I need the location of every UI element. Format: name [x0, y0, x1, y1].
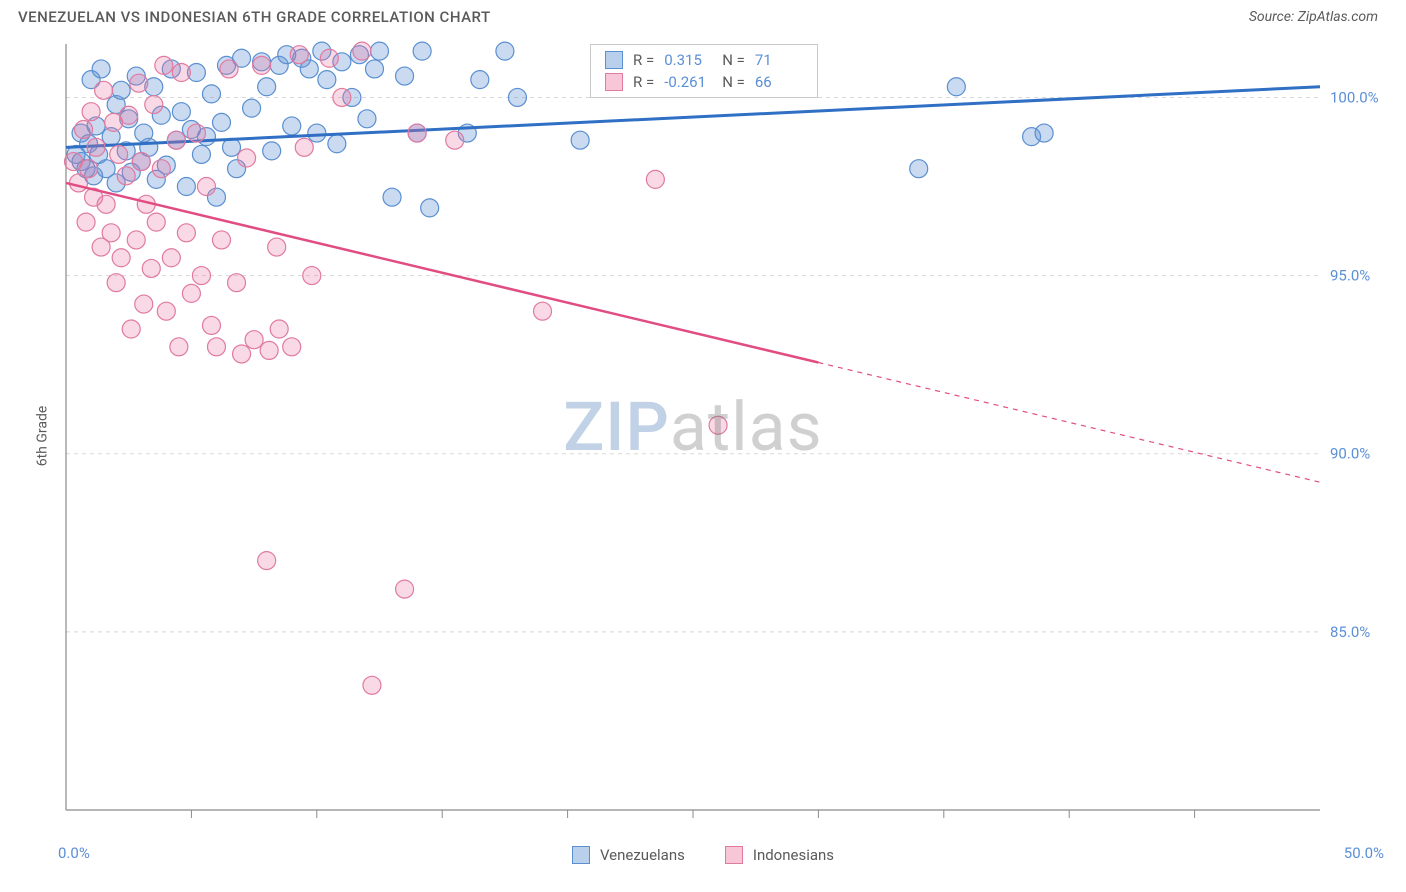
legend-item: Venezuelans — [572, 846, 685, 864]
chart-title: VENEZUELAN VS INDONESIAN 6TH GRADE CORRE… — [18, 8, 491, 26]
r-value: -0.261 — [664, 73, 712, 91]
legend-label: Venezuelans — [600, 846, 685, 864]
chart-area: 6th Grade 85.0%90.0%95.0%100.0%ZIPatlasR… — [18, 38, 1388, 834]
n-label: N = — [722, 51, 745, 69]
legend-item: Indonesians — [725, 846, 834, 864]
source-attribution: Source: ZipAtlas.com — [1249, 9, 1378, 25]
svg-text:90.0%: 90.0% — [1330, 445, 1370, 463]
correlation-stats-box: R = 0.315 N = 71 R = -0.261 N = 66 — [590, 44, 818, 98]
series-legend: Venezuelans Indonesians — [18, 846, 1388, 864]
header: VENEZUELAN VS INDONESIAN 6TH GRADE CORRE… — [0, 0, 1406, 30]
y-axis-label: 6th Grade — [34, 406, 50, 467]
r-label: R = — [633, 73, 654, 91]
r-label: R = — [633, 51, 654, 69]
stats-row: R = 0.315 N = 71 — [591, 49, 817, 71]
svg-text:100.0%: 100.0% — [1330, 88, 1379, 106]
x-axis-bar: 0.0% 50.0% VenezuelansIndonesians — [18, 834, 1388, 892]
n-value: 71 — [755, 51, 803, 69]
r-value: 0.315 — [664, 51, 712, 69]
n-value: 66 — [755, 73, 803, 91]
svg-text:95.0%: 95.0% — [1330, 267, 1370, 285]
scatter-plot: 85.0%90.0%95.0%100.0%ZIPatlasR =0.315N =… — [58, 38, 1388, 834]
legend-swatch — [572, 846, 590, 864]
legend-swatch — [725, 846, 743, 864]
series-swatch — [605, 51, 623, 69]
series-swatch — [605, 73, 623, 91]
legend-label: Indonesians — [753, 846, 834, 864]
n-label: N = — [722, 73, 745, 91]
svg-text:85.0%: 85.0% — [1330, 623, 1370, 641]
stats-row: R = -0.261 N = 66 — [591, 71, 817, 93]
